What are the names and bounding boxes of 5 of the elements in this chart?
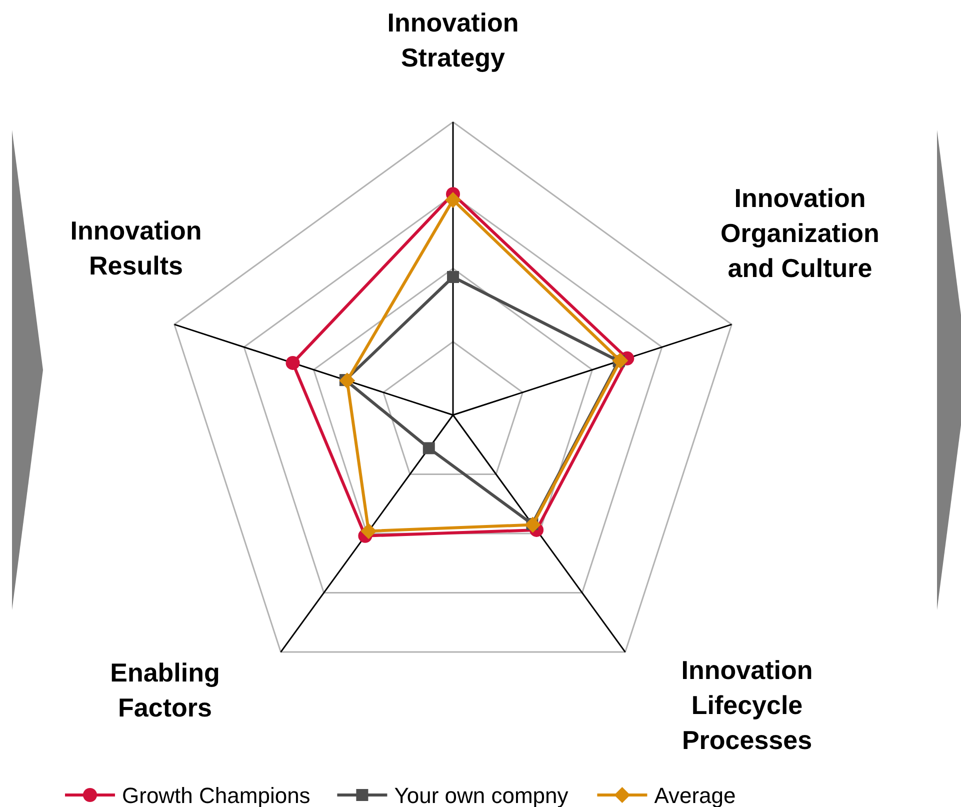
spoke-label: Enabling Factors xyxy=(110,658,220,722)
spoke-label: Innovation Strategy xyxy=(387,8,519,72)
spoke-label: Innovation Lifecycle Processes xyxy=(681,655,813,755)
spoke-label: Innovation Results xyxy=(70,216,202,280)
spoke-label: Innovation Organization and Culture xyxy=(720,183,880,283)
